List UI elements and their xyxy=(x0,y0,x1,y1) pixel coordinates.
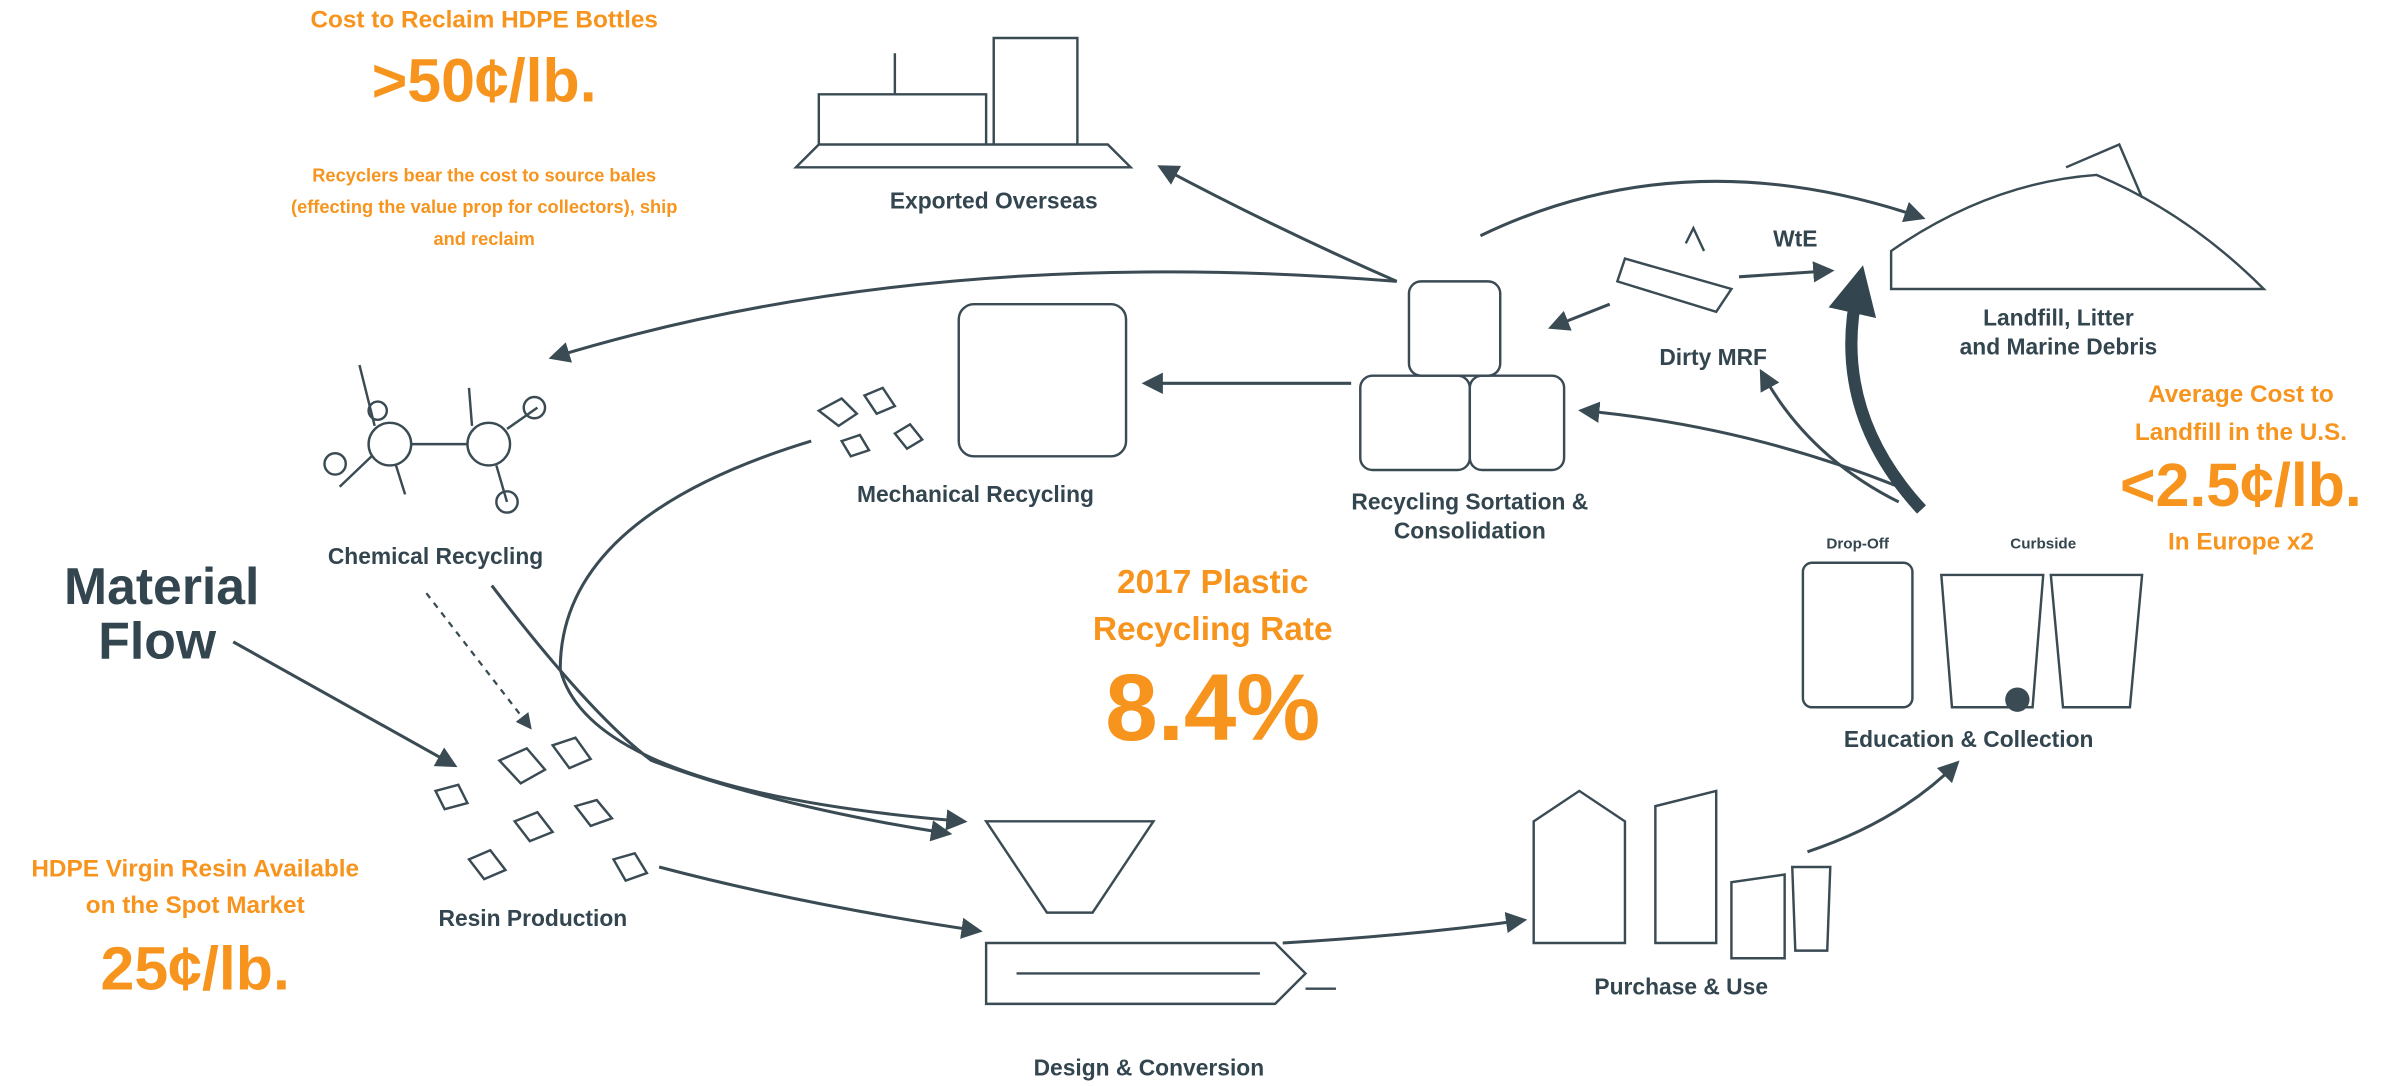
callout-note: In Europe x2 xyxy=(2168,528,2314,555)
labels: Exported Overseas Landfill, Litter and M… xyxy=(64,187,2157,1080)
node-label: Design & Conversion xyxy=(1034,1054,1265,1080)
node-label: Resin Production xyxy=(438,905,627,931)
node-label: Drop-Off xyxy=(1826,536,1889,553)
callout-note: (effecting the value prop for collectors… xyxy=(291,196,677,217)
callout-value: 25¢/lb. xyxy=(101,935,290,1003)
icons xyxy=(323,36,2267,1006)
callouts: Cost to Reclaim HDPE Bottles >50¢/lb. Re… xyxy=(31,7,2361,1003)
stat-heading: Recycling Rate xyxy=(1093,611,1333,648)
callout-note: Recyclers bear the cost to source bales xyxy=(312,164,656,185)
callout-heading: Cost to Reclaim HDPE Bottles xyxy=(310,7,657,34)
node-label: and Marine Debris xyxy=(1960,333,2158,359)
arrows xyxy=(232,165,1960,945)
node-label: WtE xyxy=(1773,225,1817,251)
callout-value: >50¢/lb. xyxy=(372,46,597,114)
node-label: Mechanical Recycling xyxy=(857,481,1094,507)
callout-note: and reclaim xyxy=(433,228,534,249)
node-label: Dirty MRF xyxy=(1659,344,1767,370)
callout-heading: Average Cost to xyxy=(2148,381,2334,408)
node-label: Chemical Recycling xyxy=(328,543,543,569)
node-label: Consolidation xyxy=(1394,517,1546,543)
node-label: Education & Collection xyxy=(1844,726,2094,752)
callout-heading: on the Spot Market xyxy=(86,892,305,919)
stat-value: 8.4% xyxy=(1105,655,1320,760)
node-label: Purchase & Use xyxy=(1594,974,1768,1000)
node-label: Landfill, Litter xyxy=(1983,304,2134,330)
node-label: Recycling Sortation & xyxy=(1351,488,1588,514)
callout-value: <2.5¢/lb. xyxy=(2120,451,2362,519)
node-label: Curbside xyxy=(2010,536,2076,553)
callout-heading: Landfill in the U.S. xyxy=(2135,419,2347,446)
stat-heading: 2017 Plastic xyxy=(1117,564,1309,601)
node-label: Exported Overseas xyxy=(890,187,1098,213)
title: Flow xyxy=(98,612,217,670)
title: Material xyxy=(64,557,259,615)
callout-heading: HDPE Virgin Resin Available xyxy=(31,855,359,882)
